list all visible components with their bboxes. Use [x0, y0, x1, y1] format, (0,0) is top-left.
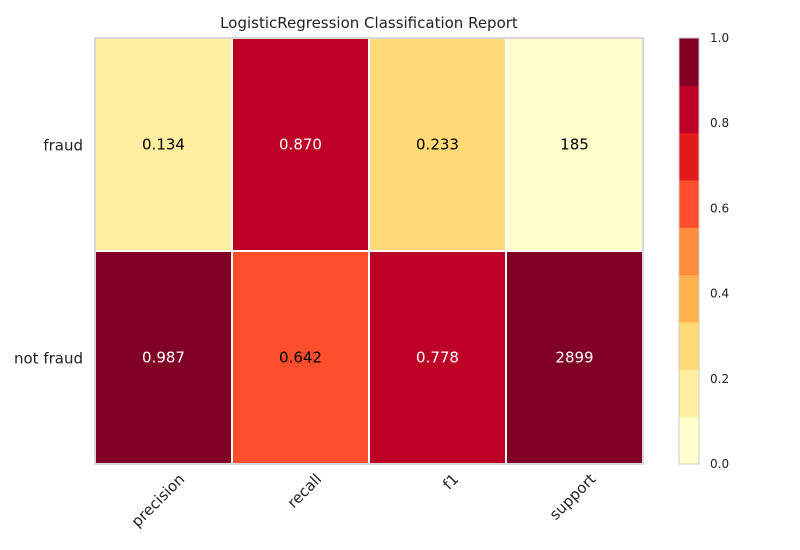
cell-value-label: 0.642: [279, 349, 322, 367]
column-label: f1: [439, 470, 462, 493]
plot-border: [94, 37, 644, 465]
colorbar-segment: [679, 322, 699, 370]
colorbar-segment: [679, 38, 699, 86]
colorbar-tick-label: 0.4: [710, 287, 729, 301]
cell-value-label: 2899: [555, 349, 593, 367]
cell-value-label: 0.233: [416, 136, 459, 154]
colorbar-segment: [679, 132, 699, 181]
heatmap-cell: [505, 250, 644, 465]
column-label: support: [546, 470, 600, 524]
colorbar-segment: [679, 85, 699, 134]
colorbar-segment: [679, 416, 699, 465]
cell-value-label: 0.987: [142, 349, 185, 367]
chart-title: LogisticRegression Classification Report: [220, 14, 518, 32]
cell-value-label: 185: [560, 136, 589, 154]
column-label: recall: [284, 470, 326, 512]
row-label: fraud: [43, 137, 83, 155]
colorbar-tick-label: 1.0: [710, 31, 729, 45]
colorbar-tick-label: 0.6: [710, 201, 729, 215]
colorbar-tick-label: 0.8: [710, 116, 729, 130]
heatmap-cell: [94, 37, 233, 252]
cell-value-label: 0.134: [142, 136, 185, 154]
column-label: precision: [128, 470, 189, 531]
colorbar-tick-label: 0.2: [710, 372, 729, 386]
colorbar-segment: [679, 274, 699, 323]
row-label: not fraud: [14, 350, 83, 368]
colorbar-segment: [679, 180, 699, 228]
cell-value-label: 0.778: [416, 349, 459, 367]
colorbar-segment: [679, 227, 699, 276]
colorbar-tick-label: 0.0: [710, 457, 729, 471]
colorbar-segment: [679, 369, 699, 418]
colorbar-border: [678, 37, 700, 465]
heatmap-cell: [368, 250, 507, 465]
cell-value-label: 0.870: [279, 136, 322, 154]
